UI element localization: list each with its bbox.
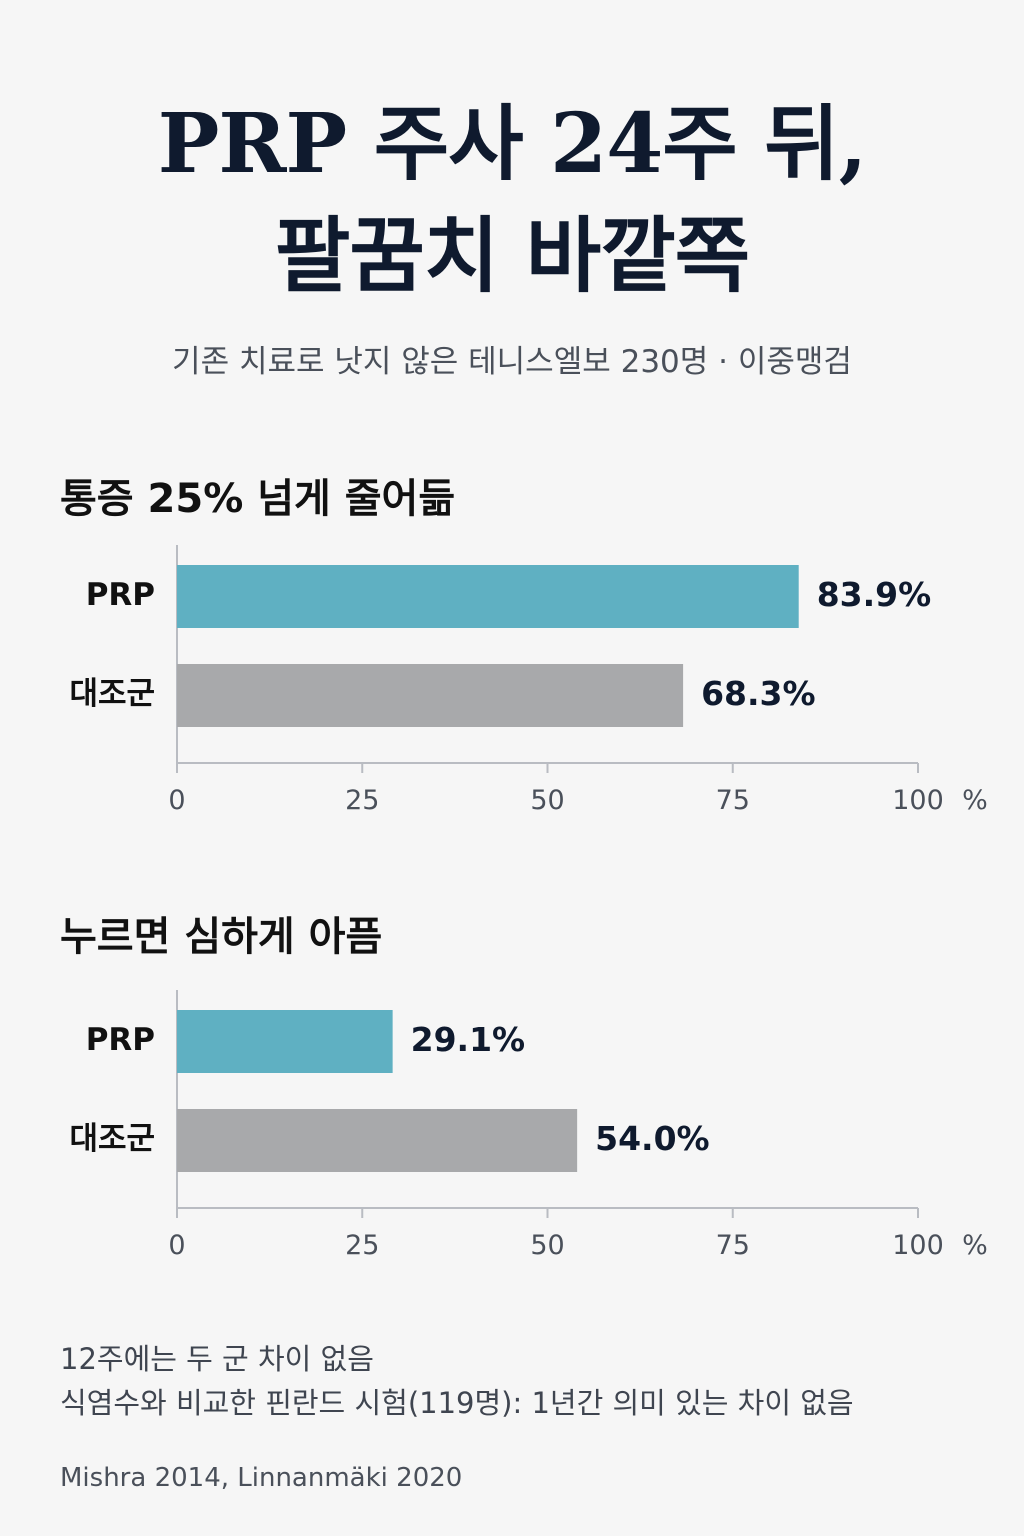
x-tick-label: 100 bbox=[892, 785, 944, 816]
x-tick-label: 50 bbox=[530, 1230, 564, 1261]
tenderness-chart: PRP 29.1% 대조군 54.0% 0 25 50 75 100% bbox=[69, 990, 988, 1261]
bar bbox=[177, 664, 684, 727]
x-axis-unit: % bbox=[962, 1230, 988, 1261]
pain-reduction-chart: PRP 83.9% 대조군 68.3% 0 25 50 75 100% bbox=[69, 545, 988, 816]
x-tick-label: 0 bbox=[168, 785, 185, 816]
x-tick-label: 0 bbox=[168, 1230, 185, 1261]
x-tick-label: 25 bbox=[345, 785, 379, 816]
bar bbox=[177, 1109, 578, 1172]
value-label: 68.3% bbox=[701, 674, 816, 713]
x-tick-label: 100 bbox=[892, 1230, 944, 1261]
x-tick-label: 25 bbox=[345, 1230, 379, 1261]
x-axis-unit: % bbox=[962, 785, 988, 816]
source-citation: Mishra 2014, Linnanmäki 2020 bbox=[60, 1463, 463, 1493]
chart-2-title: 누르면 심하게 아픔 bbox=[60, 914, 383, 960]
category-label: PRP bbox=[86, 1022, 155, 1058]
value-label: 29.1% bbox=[411, 1020, 525, 1059]
footnote-2: 식염수와 비교한 핀란드 시험(119명): 1년간 의미 있는 차이 없음 bbox=[60, 1386, 854, 1420]
bar bbox=[177, 565, 799, 628]
page-title: PRP 주사 24주 뒤, 팔꿈치 바깥쪽 bbox=[0, 88, 1024, 312]
footnote-1: 12주에는 두 군 차이 없음 bbox=[60, 1342, 374, 1376]
category-label: 대조군 bbox=[69, 676, 155, 712]
value-label: 54.0% bbox=[595, 1119, 710, 1158]
title-line-1: PRP 주사 24주 뒤, bbox=[157, 96, 868, 192]
x-tick-label: 75 bbox=[716, 785, 750, 816]
x-tick-label: 75 bbox=[716, 1230, 750, 1261]
chart-1-title: 통증 25% 넘게 줄어듦 bbox=[60, 476, 456, 522]
category-label: PRP bbox=[86, 577, 155, 613]
category-label: 대조군 bbox=[69, 1121, 155, 1157]
title-line-2: 팔꿈치 바깥쪽 bbox=[274, 208, 750, 304]
value-label: 83.9% bbox=[817, 575, 932, 614]
subtitle: 기존 치료로 낫지 않은 테니스엘보 230명 · 이중맹검 bbox=[172, 344, 852, 380]
x-tick-label: 50 bbox=[530, 785, 564, 816]
bar bbox=[177, 1010, 393, 1073]
